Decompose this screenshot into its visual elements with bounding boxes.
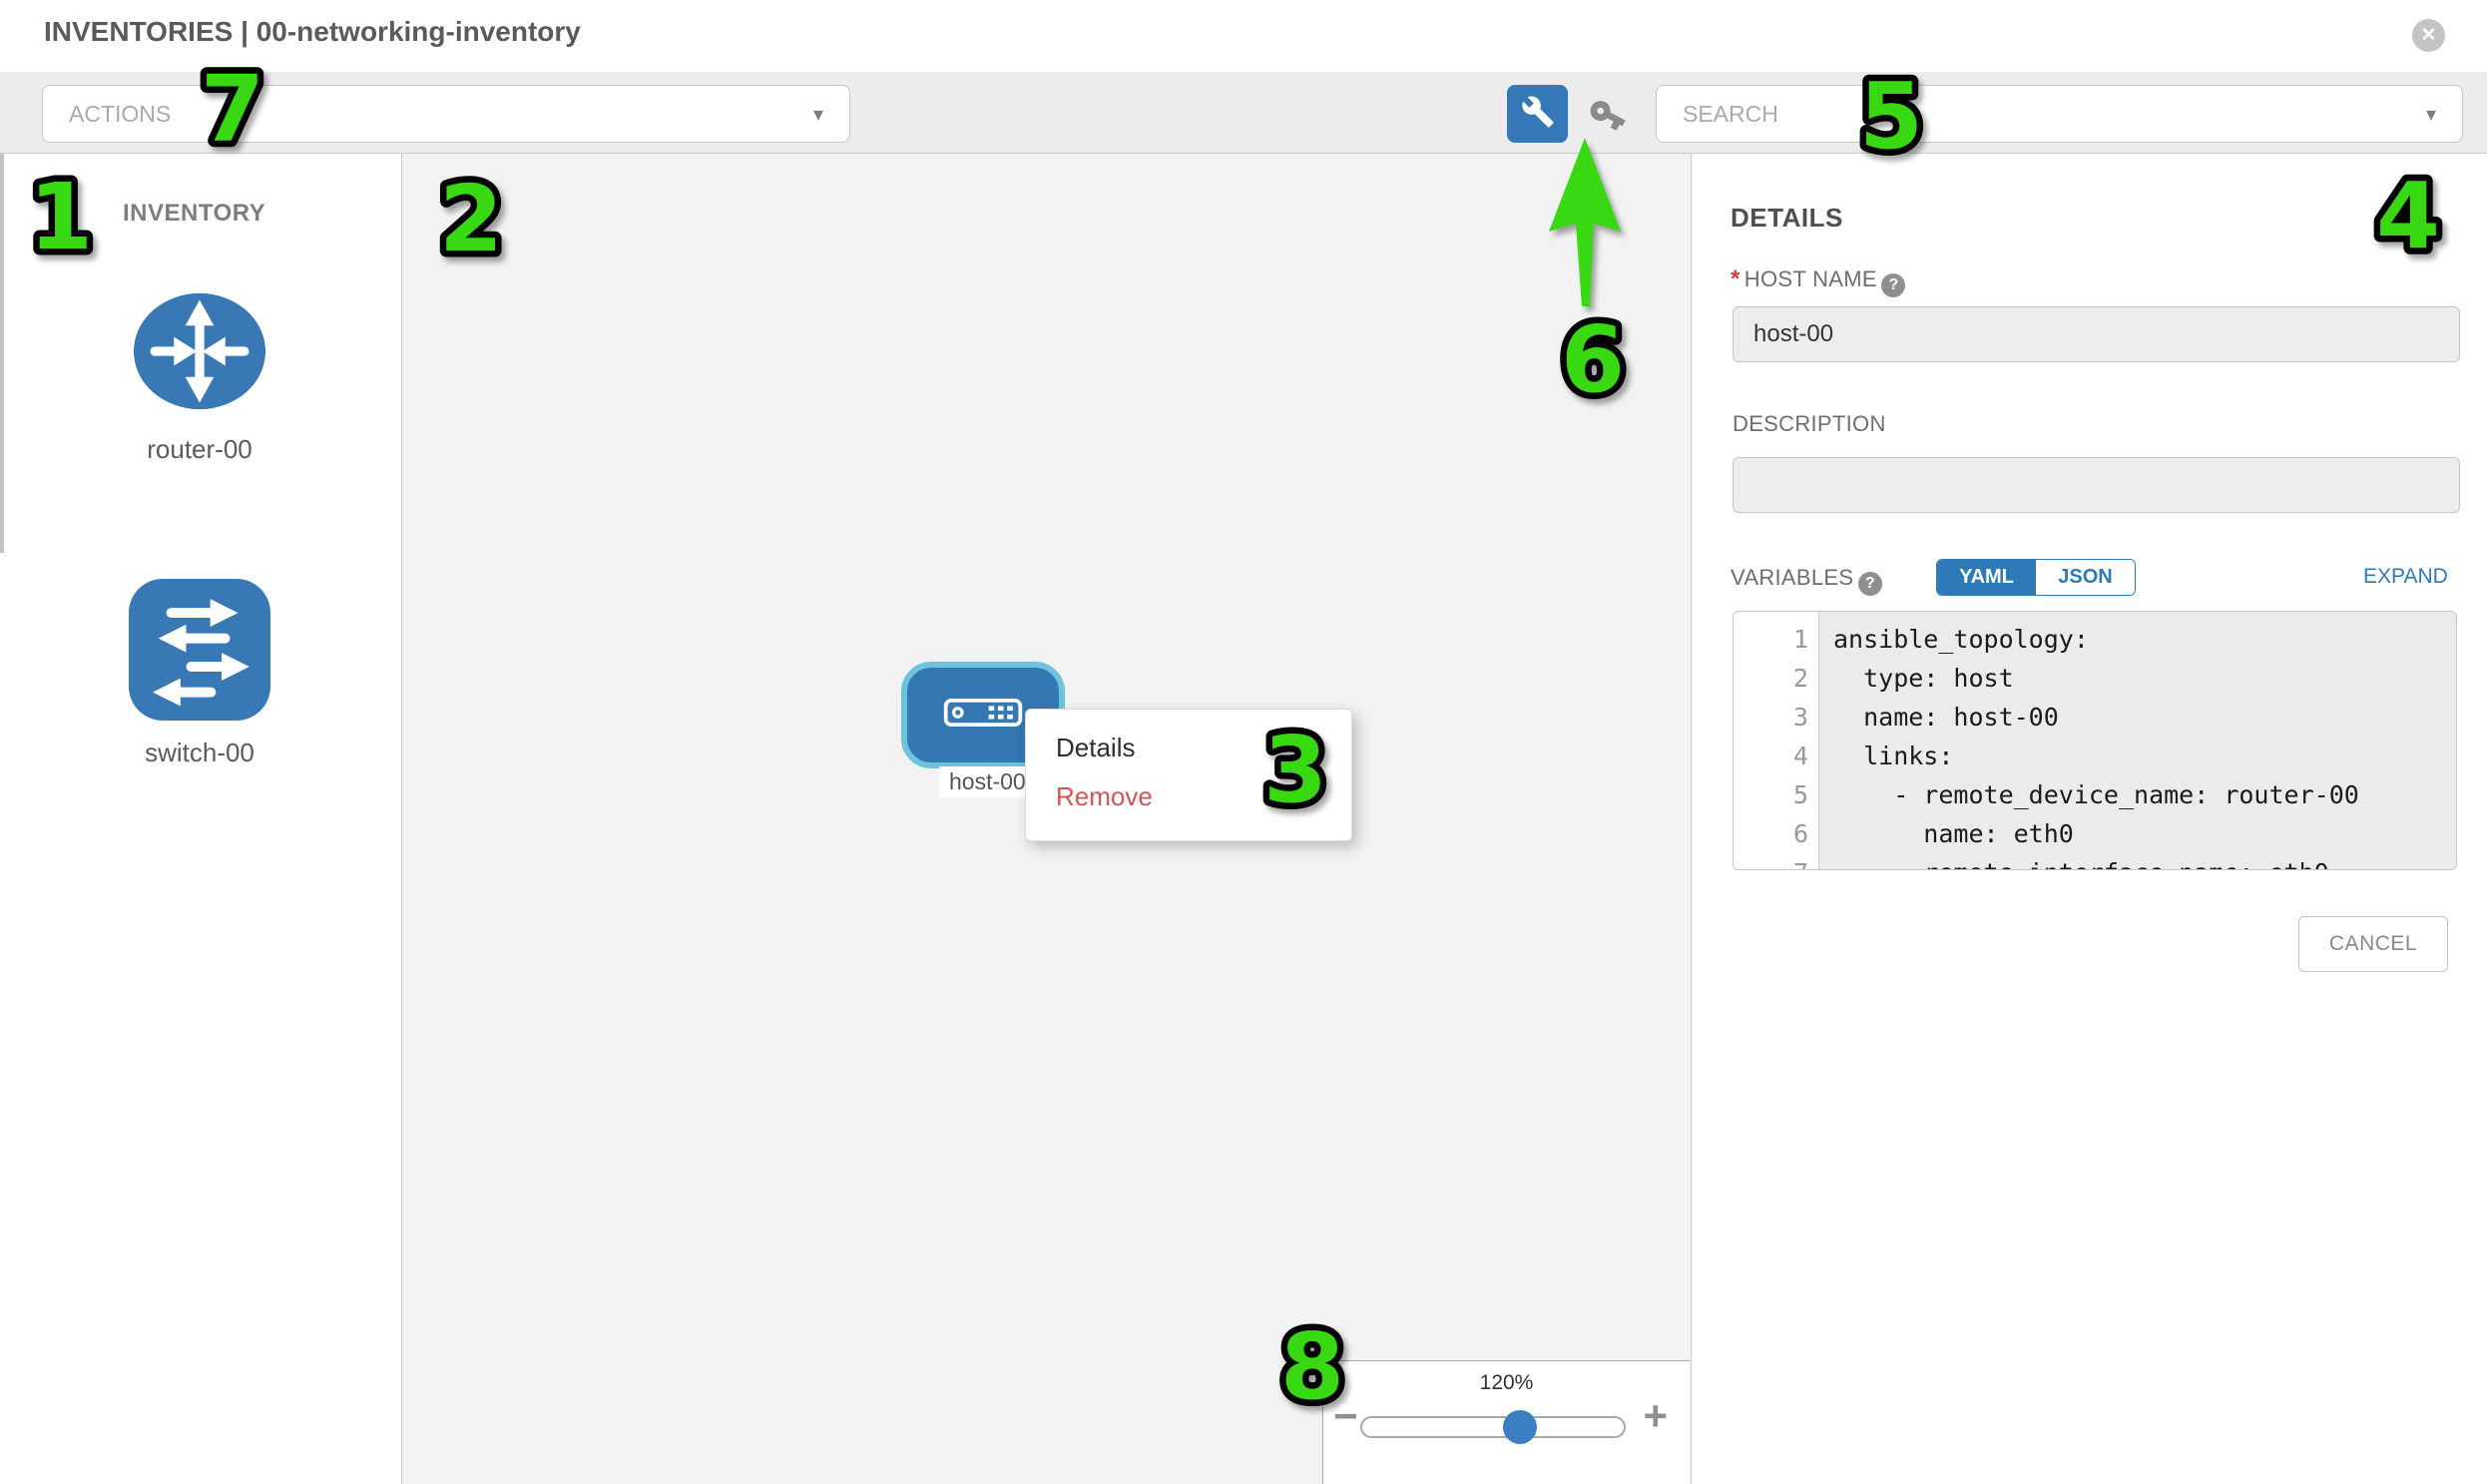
cancel-button[interactable]: CANCEL: [2298, 916, 2448, 972]
variables-editor[interactable]: 1 2 3 4 5 6 7 ansible_topology: type: ho…: [1733, 611, 2457, 870]
context-menu-item-remove[interactable]: Remove: [1056, 781, 1153, 811]
router-icon: [125, 292, 274, 421]
palette-item-switch[interactable]: switch-00: [125, 579, 274, 768]
code-line: remote_interface_name: eth0: [1833, 853, 2456, 869]
code-line: name: eth0: [1833, 819, 2074, 848]
host-node-label: host-00: [939, 766, 1036, 797]
description-input[interactable]: [1733, 457, 2460, 513]
sidebar-scrollbar[interactable]: [0, 154, 4, 553]
inventory-sidebar: INVENTORY router-00: [0, 154, 402, 1484]
code-line: - remote_device_name: router-00: [1833, 780, 2359, 809]
zoom-slider-track[interactable]: [1360, 1416, 1626, 1438]
tools-button[interactable]: [1507, 85, 1568, 143]
zoom-control-panel: 120% − +: [1322, 1360, 1690, 1484]
expand-link[interactable]: EXPAND: [2363, 565, 2448, 588]
close-glyph: ✕: [2420, 25, 2437, 46]
code-line: links:: [1833, 742, 1954, 770]
editor-line-numbers: 1 2 3 4 5 6 7: [1734, 612, 1819, 869]
close-icon[interactable]: ✕: [2412, 19, 2445, 52]
tab-yaml[interactable]: YAML: [1937, 560, 2036, 595]
zoom-out-button[interactable]: −: [1333, 1392, 1358, 1439]
help-icon[interactable]: ?: [1857, 572, 1882, 596]
variables-label: VARIABLES: [1731, 565, 1854, 590]
host-name-label-row: * HOST NAME ?: [1731, 265, 1906, 297]
tab-json[interactable]: JSON: [2036, 560, 2135, 595]
search-placeholder: SEARCH: [1683, 100, 1778, 127]
palette-item-router[interactable]: router-00: [125, 285, 274, 465]
help-icon[interactable]: ?: [1881, 273, 1906, 297]
code-line: type: host: [1833, 664, 2014, 693]
chevron-down-icon: ▾: [2425, 103, 2436, 126]
inventory-heading: INVENTORY: [123, 200, 266, 227]
code-line: name: host-00: [1833, 703, 2059, 732]
editor-code[interactable]: ansible_topology: type: host name: host-…: [1819, 612, 2456, 869]
description-label: DESCRIPTION: [1733, 411, 1886, 436]
chevron-down-icon: ▾: [812, 103, 823, 126]
wrench-icon: [1521, 95, 1555, 134]
zoom-level-value: 120%: [1479, 1371, 1534, 1394]
host-name-label: HOST NAME: [1743, 266, 1877, 291]
variables-label-row: VARIABLES ?: [1731, 565, 1882, 596]
required-marker: *: [1731, 265, 1741, 292]
context-menu-item-details[interactable]: Details: [1056, 733, 1136, 762]
details-panel-title: DETAILS: [1731, 203, 1843, 233]
key-button[interactable]: [1585, 92, 1631, 138]
node-context-menu: Details Remove: [1025, 709, 1352, 841]
actions-dropdown-label: ACTIONS: [69, 100, 172, 127]
palette-item-label: switch-00: [145, 738, 254, 767]
server-icon: [943, 699, 1023, 732]
search-dropdown[interactable]: SEARCH ▾: [1656, 85, 2463, 143]
zoom-in-button[interactable]: +: [1643, 1392, 1668, 1439]
switch-icon: [125, 579, 274, 725]
actions-dropdown[interactable]: ACTIONS ▾: [42, 85, 850, 143]
key-icon: [1581, 88, 1635, 142]
variables-format-toggle: YAML JSON: [1936, 559, 2136, 596]
palette-item-label: router-00: [147, 434, 252, 464]
page-header: INVENTORIES | 00-networking-inventory ✕: [0, 0, 2487, 72]
host-name-input[interactable]: [1733, 306, 2460, 362]
toolbar: ACTIONS ▾ SEARCH ▾: [0, 72, 2487, 154]
zoom-slider-thumb[interactable]: [1503, 1410, 1537, 1444]
page-title: INVENTORIES | 00-networking-inventory: [44, 16, 581, 47]
code-line: ansible_topology:: [1833, 625, 2089, 654]
details-panel: DETAILS * HOST NAME ? DESCRIPTION VARIAB…: [1693, 154, 2487, 1484]
